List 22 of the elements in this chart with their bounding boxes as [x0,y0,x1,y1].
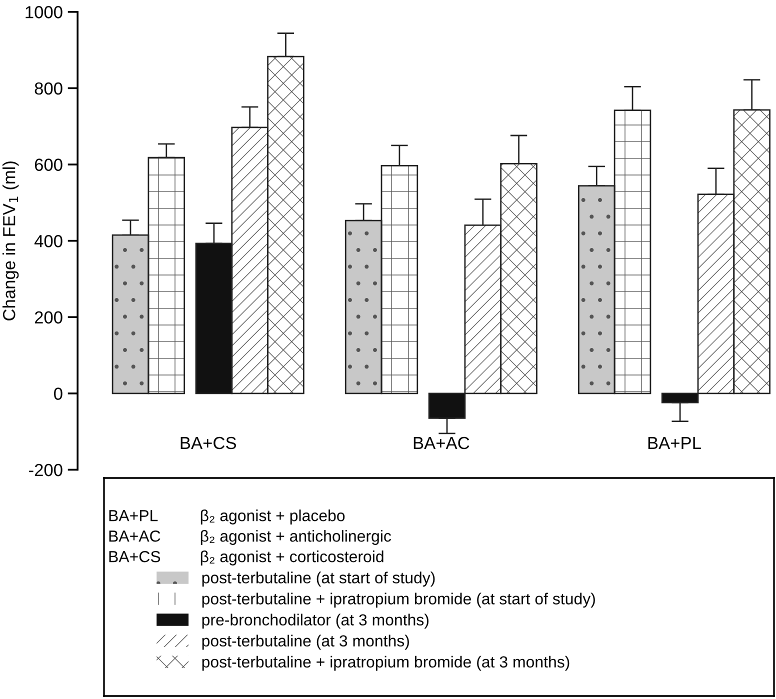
x-tick-label: BA+AC [414,436,470,450]
x-tick-label: BA+PL [648,437,701,449]
y-tick-label: 600 [34,158,62,171]
legend-label: post-terbutaline + ipratropium bromide (at 3 months) [202,656,570,671]
legend-label: pre-bronchodilator (at 3 months) [202,614,428,629]
y-tick-label: 400 [34,234,62,248]
y-tick-label: 1000 [26,6,62,18]
legend-label: post-terbutaline (at start of study) [202,572,435,587]
text: β₂ agonist + anticholinergic [200,530,392,545]
y-axis-title: Change in FEV$_{1}$ (ml) [2,162,19,320]
text: BA+CS [109,550,160,562]
text: BA+AC [109,530,160,542]
text: β₂ agonist + corticosteroid [200,550,384,566]
x-tick-label: BA+CS [180,436,236,450]
legend-label: post-terbutaline + ipratropium bromide (at start of study) [202,592,595,608]
y-tick-label: 200 [34,311,62,324]
text: β₂ agonist + placebo [200,510,345,524]
legend-label: post-terbutaline (at 3 months) [202,634,409,650]
y-tick-label: -200 [29,464,62,476]
y-tick-label: 0 [54,388,62,400]
text: BA+PL [109,510,158,522]
y-tick-label: 800 [34,82,62,95]
